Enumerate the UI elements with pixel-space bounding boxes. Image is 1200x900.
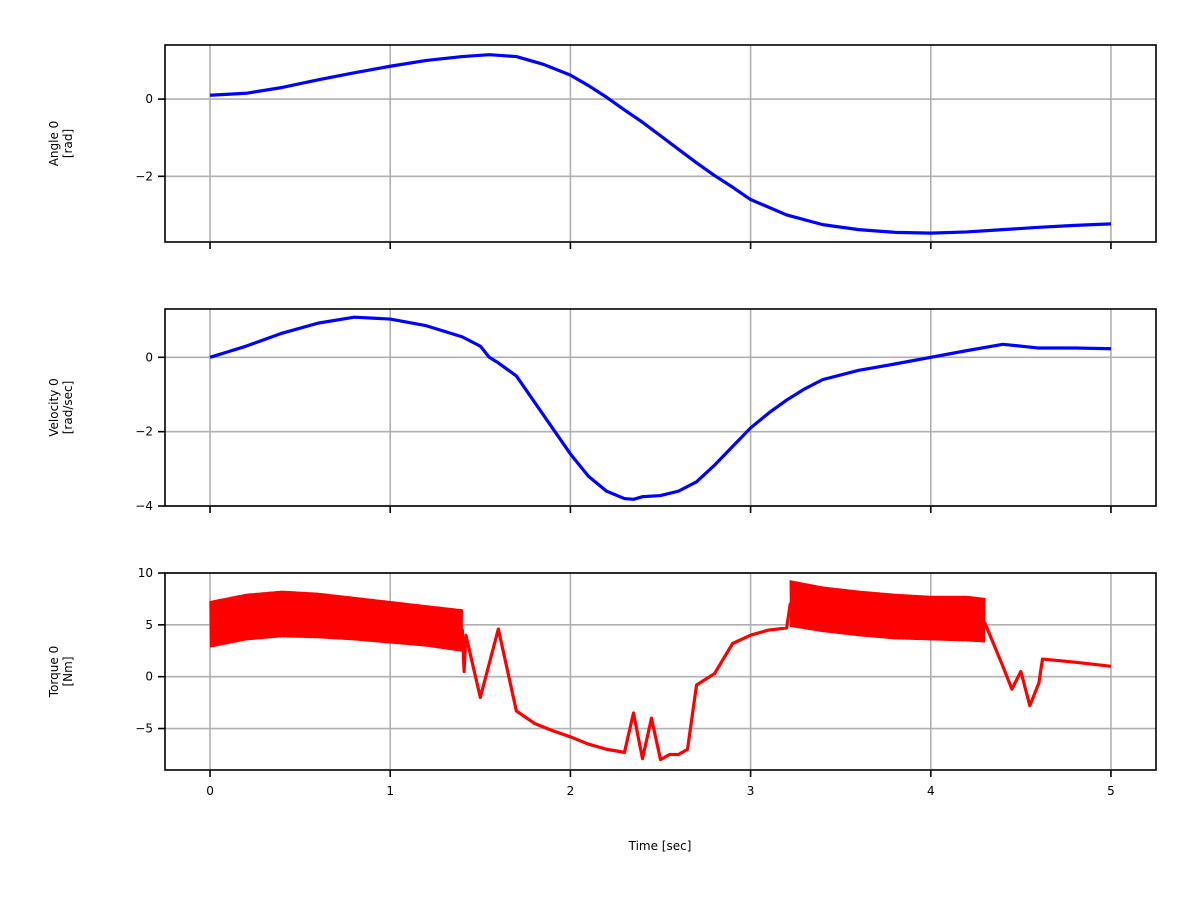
x-tick-label: 2 xyxy=(567,784,575,798)
x-tick-label: 4 xyxy=(927,784,935,798)
y-tick-label: −2 xyxy=(135,425,153,439)
x-tick-label: 0 xyxy=(206,784,214,798)
y-tick-label: −5 xyxy=(135,722,153,736)
y-tick-label: 0 xyxy=(145,670,153,684)
y-axis-label-line: [rad/sec] xyxy=(61,381,75,435)
x-tick-label: 3 xyxy=(747,784,755,798)
y-axis-label-line: Velocity 0 xyxy=(47,378,61,437)
series-oscillation-band xyxy=(789,580,986,643)
plot-area xyxy=(209,53,1112,235)
y-tick-label: −4 xyxy=(135,499,153,513)
x-axis-label: Time [sec] xyxy=(628,839,692,853)
subplot-3: 0 1 2 3 4 5 10 5 0 −5 Torque 0[Nm] xyxy=(47,566,1157,798)
series-oscillation-band xyxy=(209,590,463,652)
y-tick-label: 0 xyxy=(145,350,153,364)
y-axis-label-line: Torque 0 xyxy=(47,646,61,698)
y-axis-label: Torque 0[Nm] xyxy=(47,646,75,698)
axes-frame xyxy=(164,44,1157,243)
y-tick-label: 0 xyxy=(145,92,153,106)
series-line xyxy=(209,53,1112,235)
y-axis-label-line: Angle 0 xyxy=(47,121,61,167)
y-axis-label-line: [Nm] xyxy=(61,656,75,686)
series-line xyxy=(209,602,1112,762)
x-tick-label: 5 xyxy=(1107,784,1115,798)
plot-area xyxy=(209,315,1111,501)
subplot-2: 0 −2 −4 Velocity 0[rad/sec] xyxy=(47,308,1157,513)
x-tick-label: 1 xyxy=(386,784,394,798)
y-tick-label: 10 xyxy=(138,566,153,580)
y-tick-label: 5 xyxy=(145,618,153,632)
subplot-1: 0 −2 Angle 0[rad] xyxy=(47,44,1157,249)
plot-area xyxy=(209,580,1112,762)
axes-frame xyxy=(164,572,1157,771)
axes-frame xyxy=(164,308,1157,507)
y-axis-label: Velocity 0[rad/sec] xyxy=(47,378,75,437)
series-line xyxy=(209,315,1111,501)
y-tick-label: −2 xyxy=(135,169,153,183)
y-axis-label: Angle 0[rad] xyxy=(47,121,75,167)
y-axis-label-line: [rad] xyxy=(61,129,75,158)
